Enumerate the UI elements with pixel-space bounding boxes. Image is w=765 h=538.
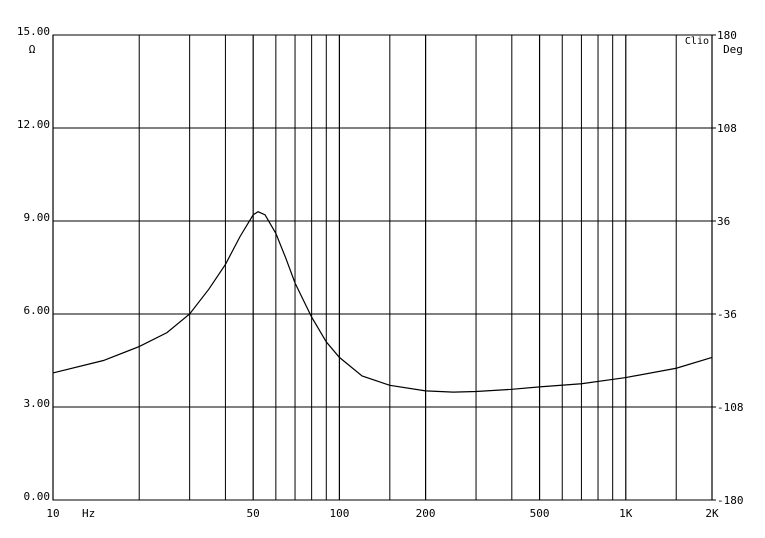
x-tick-label: 500	[530, 507, 550, 520]
y-tick-label: 6.00	[24, 304, 51, 317]
brand: Clio	[685, 36, 709, 47]
y-tick-label: 9.00	[24, 211, 51, 224]
y-tick-label: 15.00	[17, 25, 50, 38]
x-tick-label: 50	[247, 507, 260, 520]
y2-unit: Deg	[723, 43, 743, 56]
impedance-line	[52, 211, 713, 393]
x-tick-label: 100	[329, 507, 349, 520]
y-tick-label: 12.00	[17, 118, 50, 131]
y-tick-label: 0.00	[24, 490, 51, 503]
x-tick-label: 2K	[705, 507, 719, 520]
x-tick-label: 10	[46, 507, 59, 520]
y-unit: Ω	[29, 43, 36, 56]
y2-tick-label: 36	[717, 215, 730, 228]
x-tick-label: 1K	[619, 507, 633, 520]
x-unit: Hz	[82, 507, 95, 520]
x-tick-label: 200	[416, 507, 436, 520]
y2-tick-label: -108	[717, 401, 744, 414]
y2-tick-label: 180	[717, 29, 737, 42]
y2-tick-label: -180	[717, 494, 744, 507]
y-tick-label: 3.00	[24, 397, 51, 410]
y2-tick-label: -36	[717, 308, 737, 321]
y2-tick-label: 108	[717, 122, 737, 135]
